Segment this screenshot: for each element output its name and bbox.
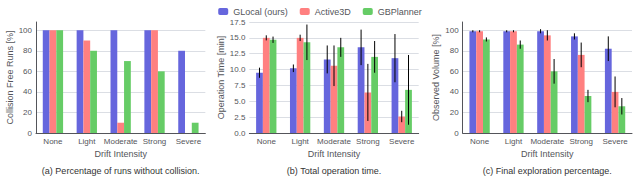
svg-text:20: 20 bbox=[23, 108, 32, 117]
svg-text:Active3D: Active3D bbox=[315, 7, 352, 17]
svg-text:Severe: Severe bbox=[389, 137, 415, 146]
svg-text:(b) Total operation time.: (b) Total operation time. bbox=[287, 166, 381, 176]
svg-text:Moderate: Moderate bbox=[104, 137, 138, 146]
svg-text:60: 60 bbox=[23, 67, 32, 76]
svg-text:Severe: Severe bbox=[602, 137, 628, 146]
svg-text:Observed Volume [%]: Observed Volume [%] bbox=[431, 34, 441, 121]
svg-text:Operation Time [min]: Operation Time [min] bbox=[216, 36, 226, 120]
svg-text:Light: Light bbox=[505, 137, 523, 146]
svg-text:60: 60 bbox=[450, 67, 459, 76]
svg-text:Strong: Strong bbox=[356, 137, 380, 146]
svg-text:12.5: 12.5 bbox=[230, 49, 246, 58]
svg-text:Moderate: Moderate bbox=[317, 137, 351, 146]
svg-text:0: 0 bbox=[454, 129, 459, 138]
svg-text:5.0: 5.0 bbox=[234, 97, 246, 106]
svg-text:Drift Intensity: Drift Intensity bbox=[521, 149, 574, 159]
svg-text:2.5: 2.5 bbox=[234, 113, 246, 122]
svg-text:(a) Percentage of runs without: (a) Percentage of runs without collision… bbox=[42, 166, 200, 176]
svg-text:Moderate: Moderate bbox=[530, 137, 564, 146]
svg-text:Drift Intensity: Drift Intensity bbox=[94, 149, 147, 159]
svg-text:17.5: 17.5 bbox=[230, 18, 246, 27]
svg-text:Severe: Severe bbox=[176, 137, 202, 146]
svg-text:10.0: 10.0 bbox=[230, 65, 246, 74]
svg-text:7.5: 7.5 bbox=[234, 81, 246, 90]
svg-text:GBPlanner: GBPlanner bbox=[378, 7, 422, 17]
svg-text:20: 20 bbox=[450, 108, 459, 117]
svg-text:None: None bbox=[43, 137, 63, 146]
svg-text:100: 100 bbox=[445, 26, 459, 35]
svg-text:15.0: 15.0 bbox=[230, 33, 246, 42]
svg-text:40: 40 bbox=[23, 87, 32, 96]
svg-text:Strong: Strong bbox=[143, 137, 167, 146]
svg-text:0: 0 bbox=[28, 129, 33, 138]
svg-text:80: 80 bbox=[450, 46, 459, 55]
svg-text:None: None bbox=[257, 137, 277, 146]
svg-text:Light: Light bbox=[291, 137, 309, 146]
svg-text:GLocal (ours): GLocal (ours) bbox=[233, 7, 288, 17]
svg-text:Strong: Strong bbox=[569, 137, 593, 146]
svg-text:None: None bbox=[470, 137, 490, 146]
svg-text:0.0: 0.0 bbox=[234, 129, 246, 138]
svg-text:40: 40 bbox=[450, 87, 459, 96]
svg-text:Light: Light bbox=[78, 137, 96, 146]
svg-text:(c) Final exploration percenta: (c) Final exploration percentage. bbox=[483, 166, 612, 176]
svg-text:100: 100 bbox=[19, 26, 33, 35]
svg-text:Drift Intensity: Drift Intensity bbox=[308, 149, 361, 159]
svg-text:80: 80 bbox=[23, 46, 32, 55]
svg-text:Collision Free Runs [%]: Collision Free Runs [%] bbox=[5, 30, 15, 124]
